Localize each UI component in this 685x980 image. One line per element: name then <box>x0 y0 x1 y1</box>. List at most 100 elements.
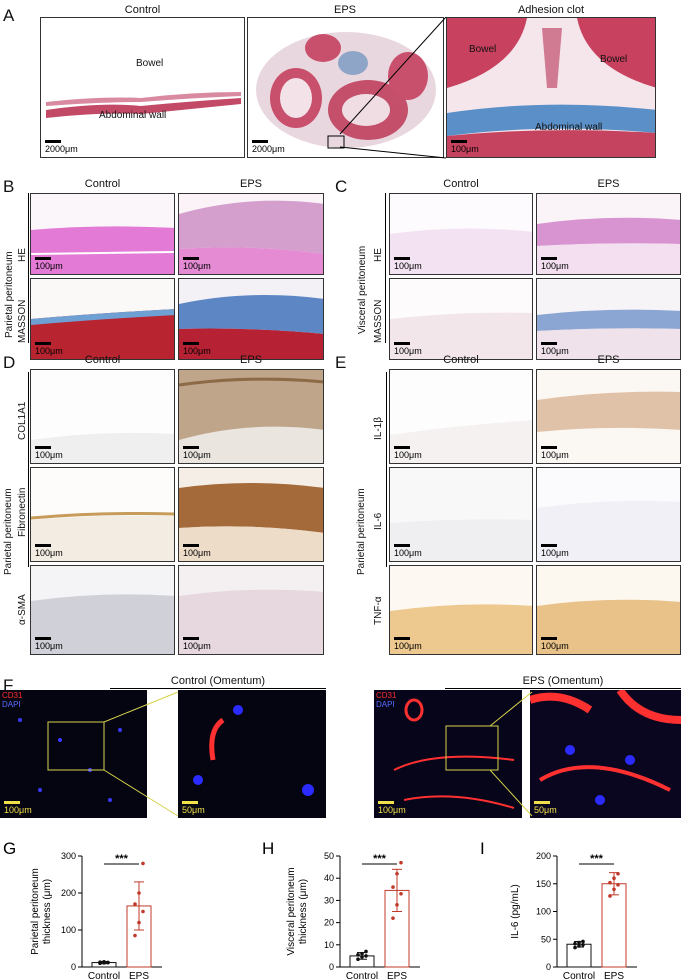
y-axis-label-line: thickness (μm) <box>298 879 309 944</box>
scale-bar: 100μm <box>183 544 211 558</box>
scale-bar: 2000μm <box>45 140 78 154</box>
y-axis-label-line: Parietal peritoneum <box>30 868 41 955</box>
label-bowel-right: Bowel <box>600 54 628 65</box>
y-axis-label-line: Visceral peritoneum <box>286 867 297 955</box>
label-cd31: CD31 <box>2 691 23 700</box>
panel-c-col-control: Control <box>443 178 479 190</box>
panel-c-col-eps: EPS <box>597 178 620 190</box>
chart-i: I IL-6 (pg/mL) 0 50 100 150 200 Control EPS *** <box>480 839 637 980</box>
panel-d-letter: D <box>3 353 16 372</box>
bar-eps <box>601 883 627 968</box>
panel-c-letter: C <box>335 177 348 196</box>
e-eps-il1b: 100μm <box>536 369 681 464</box>
label-bowel-left: Bowel <box>469 44 497 55</box>
data-point <box>577 944 581 948</box>
panel-f-letter: F <box>3 676 14 695</box>
panel-a-header-adhesion: Adhesion clot <box>517 4 585 16</box>
data-point <box>577 940 581 945</box>
panel-a-header-eps: EPS <box>333 4 356 16</box>
panel-a-letter: A <box>3 6 15 25</box>
data-point <box>102 960 106 964</box>
adhesion-tissue <box>447 18 655 157</box>
panel-b-letter: B <box>3 177 15 196</box>
e-eps-il6: 100μm <box>536 467 681 562</box>
data-point <box>356 952 360 957</box>
scale-bar: 50μm <box>182 801 205 815</box>
b-control-masson: 100μm <box>30 278 175 360</box>
y-tick-label: 200 <box>61 888 76 898</box>
scale-bar: 100μm <box>394 342 422 356</box>
significance-label: *** <box>115 853 129 865</box>
y-axis-label-line: IL-6 (pg/mL) <box>510 884 521 938</box>
y-tick-label: 10 <box>324 940 334 950</box>
data-point <box>360 951 364 956</box>
x-tick-label: EPS <box>604 971 624 980</box>
scale-bar: 100μm <box>35 637 63 651</box>
divider <box>28 372 29 567</box>
panel-b-side-label: Parietal peritoneum <box>4 251 15 338</box>
panel-b-col-control: Control <box>84 178 121 190</box>
panel-e-row-tnfa: TNF-α <box>373 596 384 625</box>
scale-bar: 100μm <box>183 446 211 460</box>
scale-bar: 100μm <box>541 342 569 356</box>
label-dapi: DAPI <box>2 700 21 709</box>
panel-a-control-image: Bowel Abdominal wall 2000μm <box>40 17 245 158</box>
significance-label: *** <box>590 853 604 865</box>
f-control-zoom: 50μm <box>178 690 326 818</box>
data-point <box>141 909 145 914</box>
y-axis-label-line: thickness (μm) <box>42 879 53 944</box>
label-abdominal-wall: Abdominal wall <box>535 122 603 133</box>
d-eps-col1a1: 100μm <box>178 369 324 464</box>
scale-bar: 100μm <box>35 446 63 460</box>
label-bowel: Bowel <box>136 58 164 69</box>
data-point <box>133 933 137 938</box>
scale-bar: 100μm <box>394 446 422 460</box>
panel-e-row-il6: IL-6 <box>373 512 384 530</box>
panel-d-col-eps: EPS <box>239 354 262 366</box>
panel-b-row-he: HE <box>17 248 28 262</box>
y-tick-label: 20 <box>324 918 334 928</box>
control-tissue-strip <box>46 92 241 118</box>
x-tick-label: Control <box>88 971 120 980</box>
panel-f-title-eps: EPS (Omentum) <box>522 675 604 687</box>
panel-b-col-eps: EPS <box>239 178 262 190</box>
panel-letter: H <box>262 839 274 858</box>
divider <box>385 193 386 343</box>
data-point <box>141 861 145 866</box>
y-tick-label: 300 <box>61 851 76 861</box>
scale-bar: 100μm <box>541 257 569 271</box>
panel-letter: I <box>480 839 485 858</box>
scale-bar: 100μm <box>541 446 569 460</box>
scale-bar: 2000μm <box>252 140 285 154</box>
significance-label: *** <box>373 853 387 865</box>
y-tick-label: 0 <box>546 962 551 972</box>
y-tick-label: 0 <box>329 962 334 972</box>
title-underline <box>110 688 326 689</box>
data-point <box>399 860 403 865</box>
data-point <box>360 955 364 959</box>
y-tick-label: 150 <box>536 879 551 889</box>
data-point <box>612 876 616 880</box>
y-axis-label: IL-6 (pg/mL) <box>510 884 521 938</box>
panel-d-row-asma: α-SMA <box>17 594 28 625</box>
c-eps-he: 100μm <box>536 193 681 275</box>
y-tick-label: 100 <box>61 925 76 935</box>
divider <box>28 193 29 343</box>
panel-c-row-masson: MASSON <box>373 299 384 343</box>
x-tick-label: EPS <box>387 971 407 980</box>
panel-e-side-label: Parietal peritoneum <box>356 488 367 575</box>
panel-d-col-control: Control <box>84 354 121 366</box>
panel-e-row-il1b: IL-1β <box>373 417 384 440</box>
data-point <box>133 902 137 906</box>
data-point <box>395 871 399 876</box>
panel-d-row-col1a1: COL1A1 <box>17 401 28 440</box>
scale-bar: 100μm <box>378 801 406 815</box>
data-point <box>581 943 585 947</box>
panel-c-row-he: HE <box>373 248 384 262</box>
x-tick-label: Control <box>563 971 595 980</box>
f-eps-overview: CD31 DAPI 100μm <box>374 690 522 818</box>
scale-bar: 100μm <box>35 257 63 271</box>
d-control-col1a1: 100μm <box>30 369 175 464</box>
y-axis-label: Visceral peritoneumthickness (μm) <box>286 867 309 955</box>
